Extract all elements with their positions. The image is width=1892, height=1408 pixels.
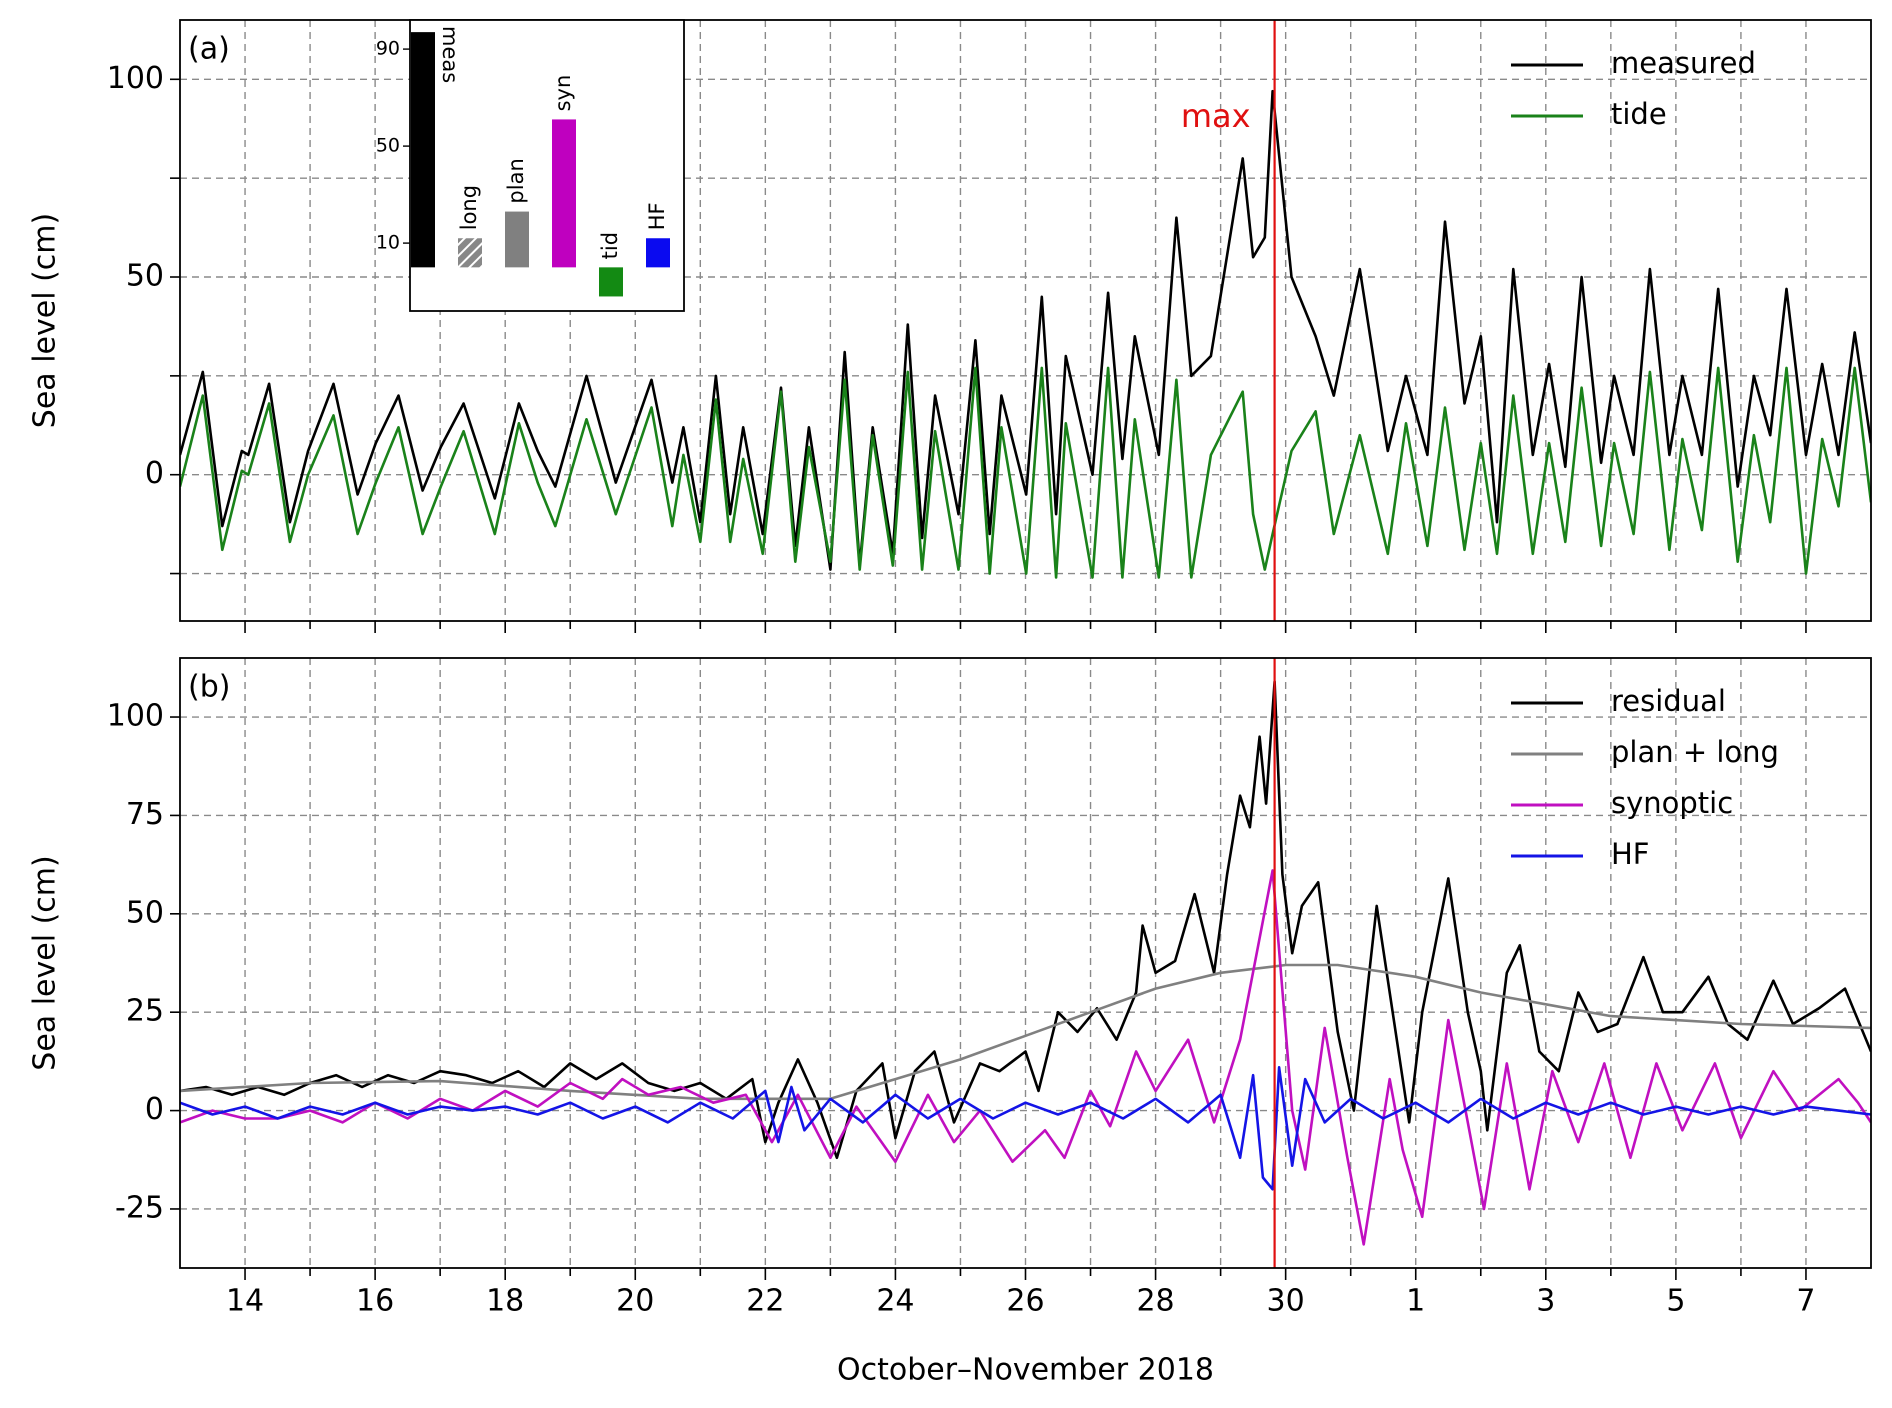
axes-frame <box>179 19 1872 622</box>
inset-bar <box>599 267 623 297</box>
series-line <box>180 680 1871 1160</box>
inset-bar-label: syn <box>551 75 575 112</box>
x-axis-label: October–November 2018 <box>837 1353 1214 1388</box>
plot-area <box>180 89 1871 579</box>
y-tick-label: 75 <box>126 797 164 832</box>
x-tick-label: 18 <box>486 1284 524 1319</box>
axes-frame <box>179 657 1872 1269</box>
x-tick-label: 14 <box>226 1284 264 1319</box>
y-tick-label: 50 <box>126 259 164 294</box>
x-tick-label: 7 <box>1796 1284 1815 1319</box>
panel-label: (a) <box>188 32 230 67</box>
series-line <box>180 1066 1871 1191</box>
legend-label: tide <box>1611 97 1667 131</box>
y-tick-label: 100 <box>107 699 164 734</box>
legend-label: HF <box>1611 837 1650 871</box>
inset-bar-label: meas <box>438 26 462 83</box>
x-tick-label: 28 <box>1136 1284 1174 1319</box>
x-tick-label: 22 <box>746 1284 784 1319</box>
y-axis-label: Sea level (cm) <box>28 213 63 428</box>
inset-y-tick-label: 10 <box>376 232 400 254</box>
legend-label: synoptic <box>1611 786 1733 820</box>
inset-bar-label: tid <box>598 232 622 259</box>
series-line <box>180 366 1871 579</box>
inset-bar-label: HF <box>645 202 669 230</box>
inset-y-tick-label: 90 <box>376 38 400 60</box>
inset-bar <box>411 32 435 268</box>
inset-bar <box>552 119 576 268</box>
x-tick-label: 1 <box>1406 1284 1425 1319</box>
inset-bar <box>458 238 482 268</box>
y-tick-label: 50 <box>126 895 164 930</box>
max-label: max <box>1181 97 1251 135</box>
panel-label: (b) <box>188 670 230 705</box>
series-line <box>180 89 1871 571</box>
x-tick-label: 26 <box>1006 1284 1044 1319</box>
inset-bar-label: plan <box>504 158 528 203</box>
x-tick-label: 16 <box>356 1284 394 1319</box>
legend-label: measured <box>1611 46 1756 80</box>
inset-bar <box>505 211 529 268</box>
y-tick-label: 25 <box>126 994 164 1029</box>
x-tick-label: 24 <box>876 1284 914 1319</box>
y-axis-label: Sea level (cm) <box>28 855 63 1070</box>
legend-label: plan + long <box>1611 735 1779 769</box>
plot-area <box>180 680 1871 1246</box>
inset-y-tick-label: 50 <box>376 135 400 157</box>
y-tick-label: 0 <box>145 1092 164 1127</box>
x-tick-label: 30 <box>1267 1284 1305 1319</box>
y-tick-label: -25 <box>115 1190 164 1225</box>
inset-bar <box>646 238 670 268</box>
y-tick-label: 100 <box>107 61 164 96</box>
x-tick-label: 5 <box>1666 1284 1685 1319</box>
y-tick-label: 0 <box>145 456 164 491</box>
legend-label: residual <box>1611 684 1726 718</box>
x-tick-label: 3 <box>1536 1284 1555 1319</box>
series-line <box>180 963 1871 1101</box>
inset-bar-label: long <box>457 185 481 230</box>
inset-frame <box>409 19 685 312</box>
series-line <box>180 869 1871 1246</box>
x-tick-label: 20 <box>616 1284 654 1319</box>
